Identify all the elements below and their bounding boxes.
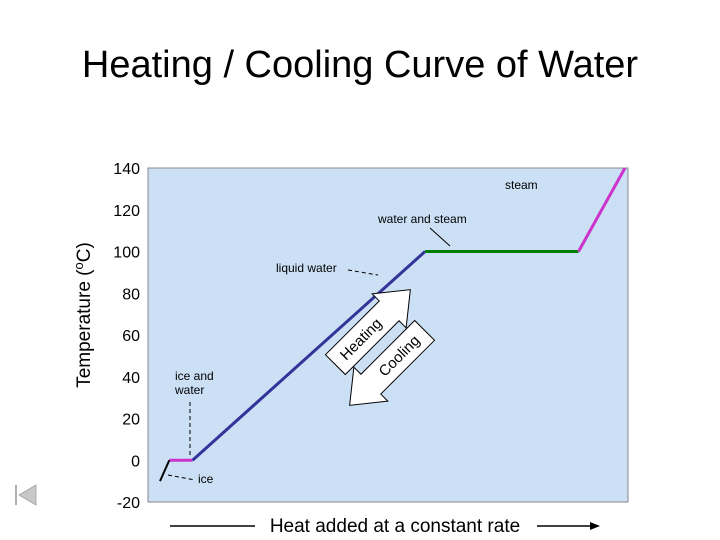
annotation-water-and-steam: water and steam <box>377 212 467 226</box>
y-tick-label: 100 <box>113 245 140 262</box>
series-liquid-water <box>191 250 427 462</box>
x-axis-arrowhead <box>590 522 600 530</box>
plot-area <box>147 167 629 503</box>
annotation-water-and-steam-leader <box>429 227 451 247</box>
series-ice <box>159 459 171 482</box>
heating-arrow: Heating <box>324 289 411 376</box>
annotation-steam: steam <box>505 178 538 192</box>
annotation-liquid-water: liquid water <box>276 261 337 275</box>
skip-back-icon[interactable] <box>14 484 38 506</box>
y-tick-label: 80 <box>122 286 140 303</box>
slide-title: Heating / Cooling Curve of Water <box>81 44 639 86</box>
y-tick-label: 40 <box>122 370 140 387</box>
series-steam <box>577 168 627 253</box>
y-axis-unit-degree: o <box>71 262 86 269</box>
y-axis-label: Temperature (oC) <box>71 242 95 388</box>
annotation-ice: ice <box>198 472 214 486</box>
annotation-liquid-water-leader <box>347 269 379 276</box>
y-tick-label: 120 <box>113 203 140 220</box>
x-axis-label: Heat added at a constant rate <box>270 516 520 537</box>
y-tick-label: 60 <box>122 328 140 345</box>
y-tick-label: -20 <box>117 495 140 512</box>
y-tick-label: 20 <box>122 412 140 429</box>
y-tick-label: 140 <box>113 161 140 178</box>
annotation-ice-and-water: ice and water <box>174 369 217 397</box>
annotation-ice-leader <box>167 474 196 481</box>
y-tick-label: 0 <box>131 453 140 470</box>
